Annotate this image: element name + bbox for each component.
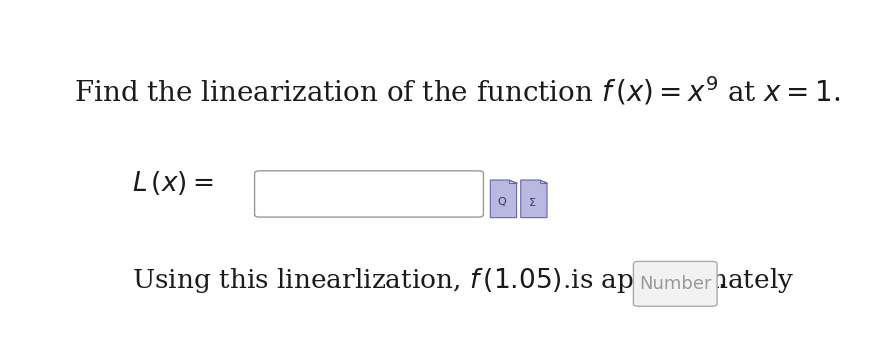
Polygon shape [521,180,547,218]
Text: .: . [717,268,725,293]
FancyBboxPatch shape [254,171,483,217]
Text: Find the linearization of the function $f\,(x) = x^9$ at $x = 1$.: Find the linearization of the function $… [74,74,840,107]
Text: Using this linearlization, $f\,(1.05)$.is approximately: Using this linearlization, $f\,(1.05)$.i… [132,266,795,295]
Text: $L\,(x) =$: $L\,(x) =$ [132,169,214,197]
FancyBboxPatch shape [633,261,717,306]
Polygon shape [491,180,516,218]
Text: $\Sigma$: $\Sigma$ [528,196,537,208]
Text: $\mathsf{Q}$: $\mathsf{Q}$ [497,195,508,209]
Polygon shape [540,180,547,183]
Text: Number: Number [639,275,712,293]
Polygon shape [509,180,516,183]
